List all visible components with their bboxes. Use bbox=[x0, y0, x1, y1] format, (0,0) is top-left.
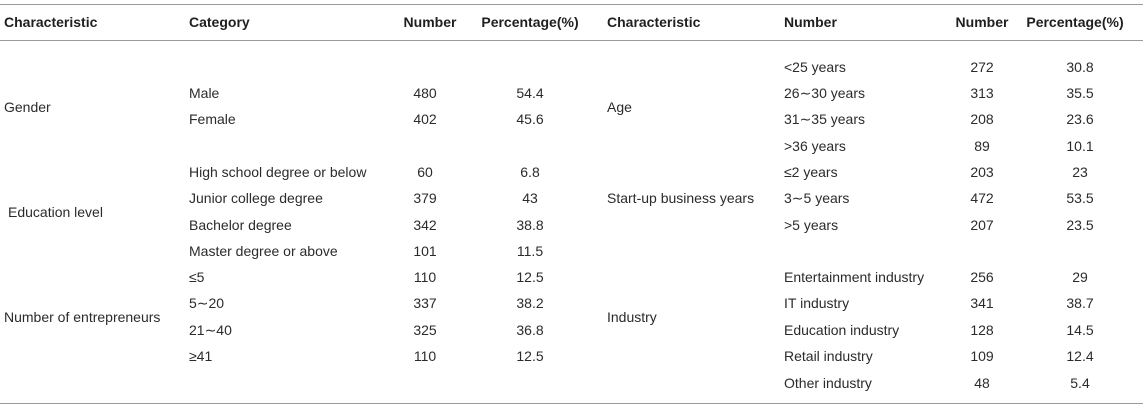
cell-category: 31∼35 years bbox=[784, 111, 865, 127]
cell-number: 272 bbox=[970, 59, 994, 75]
cell-percentage: 11.5 bbox=[516, 243, 544, 259]
cell-percentage: 23.6 bbox=[1066, 111, 1094, 127]
header-left-percentage: Percentage(%) bbox=[481, 14, 579, 30]
cell-percentage: 5.4 bbox=[1070, 375, 1090, 391]
cell-percentage: 29 bbox=[1072, 269, 1088, 285]
cell-number: 337 bbox=[413, 295, 437, 311]
cell-category: ≥41 bbox=[189, 348, 213, 364]
cell-category: Bachelor degree bbox=[189, 217, 292, 233]
cell-category: >36 years bbox=[784, 138, 846, 154]
header-right-percentage: Percentage(%) bbox=[1026, 14, 1124, 30]
cell-number: 342 bbox=[413, 217, 437, 233]
cell-category: ≤5 bbox=[189, 269, 205, 285]
cell-percentage: 53.5 bbox=[1066, 190, 1094, 206]
cell-percentage: 38.8 bbox=[516, 217, 544, 233]
cell-category: IT industry bbox=[784, 295, 850, 311]
cell-number: 110 bbox=[413, 348, 437, 364]
cell-percentage: 45.6 bbox=[516, 111, 544, 127]
group-label-entrepreneurs: Number of entrepreneurs bbox=[4, 309, 161, 325]
cell-number: 379 bbox=[413, 190, 437, 206]
cell-category: Junior college degree bbox=[189, 190, 323, 206]
cell-number: 89 bbox=[974, 138, 990, 154]
cell-category: Entertainment industry bbox=[784, 269, 925, 285]
cell-number: 313 bbox=[970, 85, 994, 101]
cell-percentage: 38.2 bbox=[516, 295, 544, 311]
cell-percentage: 23 bbox=[1072, 164, 1088, 180]
cell-percentage: 23.5 bbox=[1066, 217, 1094, 233]
cell-percentage: 43 bbox=[522, 190, 538, 206]
cell-category: Retail industry bbox=[784, 348, 873, 364]
header-left-category: Category bbox=[189, 14, 250, 30]
cell-percentage: 12.4 bbox=[1066, 348, 1094, 364]
cell-number: 325 bbox=[413, 322, 437, 338]
group-label-industry: Industry bbox=[607, 309, 657, 325]
header-left-number: Number bbox=[403, 14, 457, 30]
cell-number: 402 bbox=[413, 111, 437, 127]
group-label-startup: Start-up business years bbox=[607, 190, 755, 206]
cell-number: 60 bbox=[417, 164, 433, 180]
cell-number: 48 bbox=[974, 375, 990, 391]
cell-percentage: 12.5 bbox=[516, 348, 544, 364]
group-label-gender: Gender bbox=[4, 99, 51, 115]
cell-percentage: 54.4 bbox=[516, 85, 544, 101]
cell-percentage: 36.8 bbox=[516, 322, 544, 338]
cell-category: Master degree or above bbox=[189, 243, 338, 259]
header-right-number: Number bbox=[955, 14, 1009, 30]
header-rule bbox=[0, 40, 1143, 41]
cell-percentage: 14.5 bbox=[1066, 322, 1094, 338]
cell-number: 110 bbox=[413, 269, 437, 285]
cell-percentage: 6.8 bbox=[520, 164, 540, 180]
cell-percentage: 12.5 bbox=[516, 269, 544, 285]
cell-category: 3∼5 years bbox=[784, 190, 850, 206]
cell-category: Other industry bbox=[784, 375, 872, 391]
top-rule bbox=[0, 4, 1143, 5]
cell-number: 109 bbox=[970, 348, 994, 364]
cell-number: 341 bbox=[970, 295, 994, 311]
cell-number: 208 bbox=[970, 111, 994, 127]
cell-number: 203 bbox=[970, 164, 994, 180]
bottom-rule bbox=[0, 403, 1143, 404]
cell-number: 207 bbox=[970, 217, 994, 233]
header-right-category: Number bbox=[784, 14, 837, 30]
cell-number: 128 bbox=[970, 322, 994, 338]
cell-category: 5∼20 bbox=[189, 295, 225, 311]
cell-category: Male bbox=[189, 85, 220, 101]
cell-category: 26∼30 years bbox=[784, 85, 865, 101]
cell-percentage: 35.5 bbox=[1066, 85, 1094, 101]
header-right-characteristic: Characteristic bbox=[607, 14, 701, 30]
cell-percentage: 10.1 bbox=[1066, 138, 1094, 154]
group-label-education: Education level bbox=[8, 204, 103, 220]
cell-category: ≤2 years bbox=[784, 164, 838, 180]
cell-category: >5 years bbox=[784, 217, 839, 233]
header-left-characteristic: Characteristic bbox=[4, 14, 98, 30]
cell-percentage: 30.8 bbox=[1066, 59, 1094, 75]
cell-number: 480 bbox=[413, 85, 437, 101]
cell-number: 101 bbox=[413, 243, 437, 259]
cell-category: High school degree or below bbox=[189, 164, 367, 180]
cell-category: Education industry bbox=[784, 322, 900, 338]
cell-category: Female bbox=[189, 111, 236, 127]
cell-percentage: 38.7 bbox=[1066, 295, 1094, 311]
cell-number: 472 bbox=[970, 190, 994, 206]
cell-category: 21∼40 bbox=[189, 322, 232, 338]
cell-number: 256 bbox=[970, 269, 994, 285]
group-label-age: Age bbox=[607, 99, 632, 115]
cell-category: <25 years bbox=[784, 59, 846, 75]
